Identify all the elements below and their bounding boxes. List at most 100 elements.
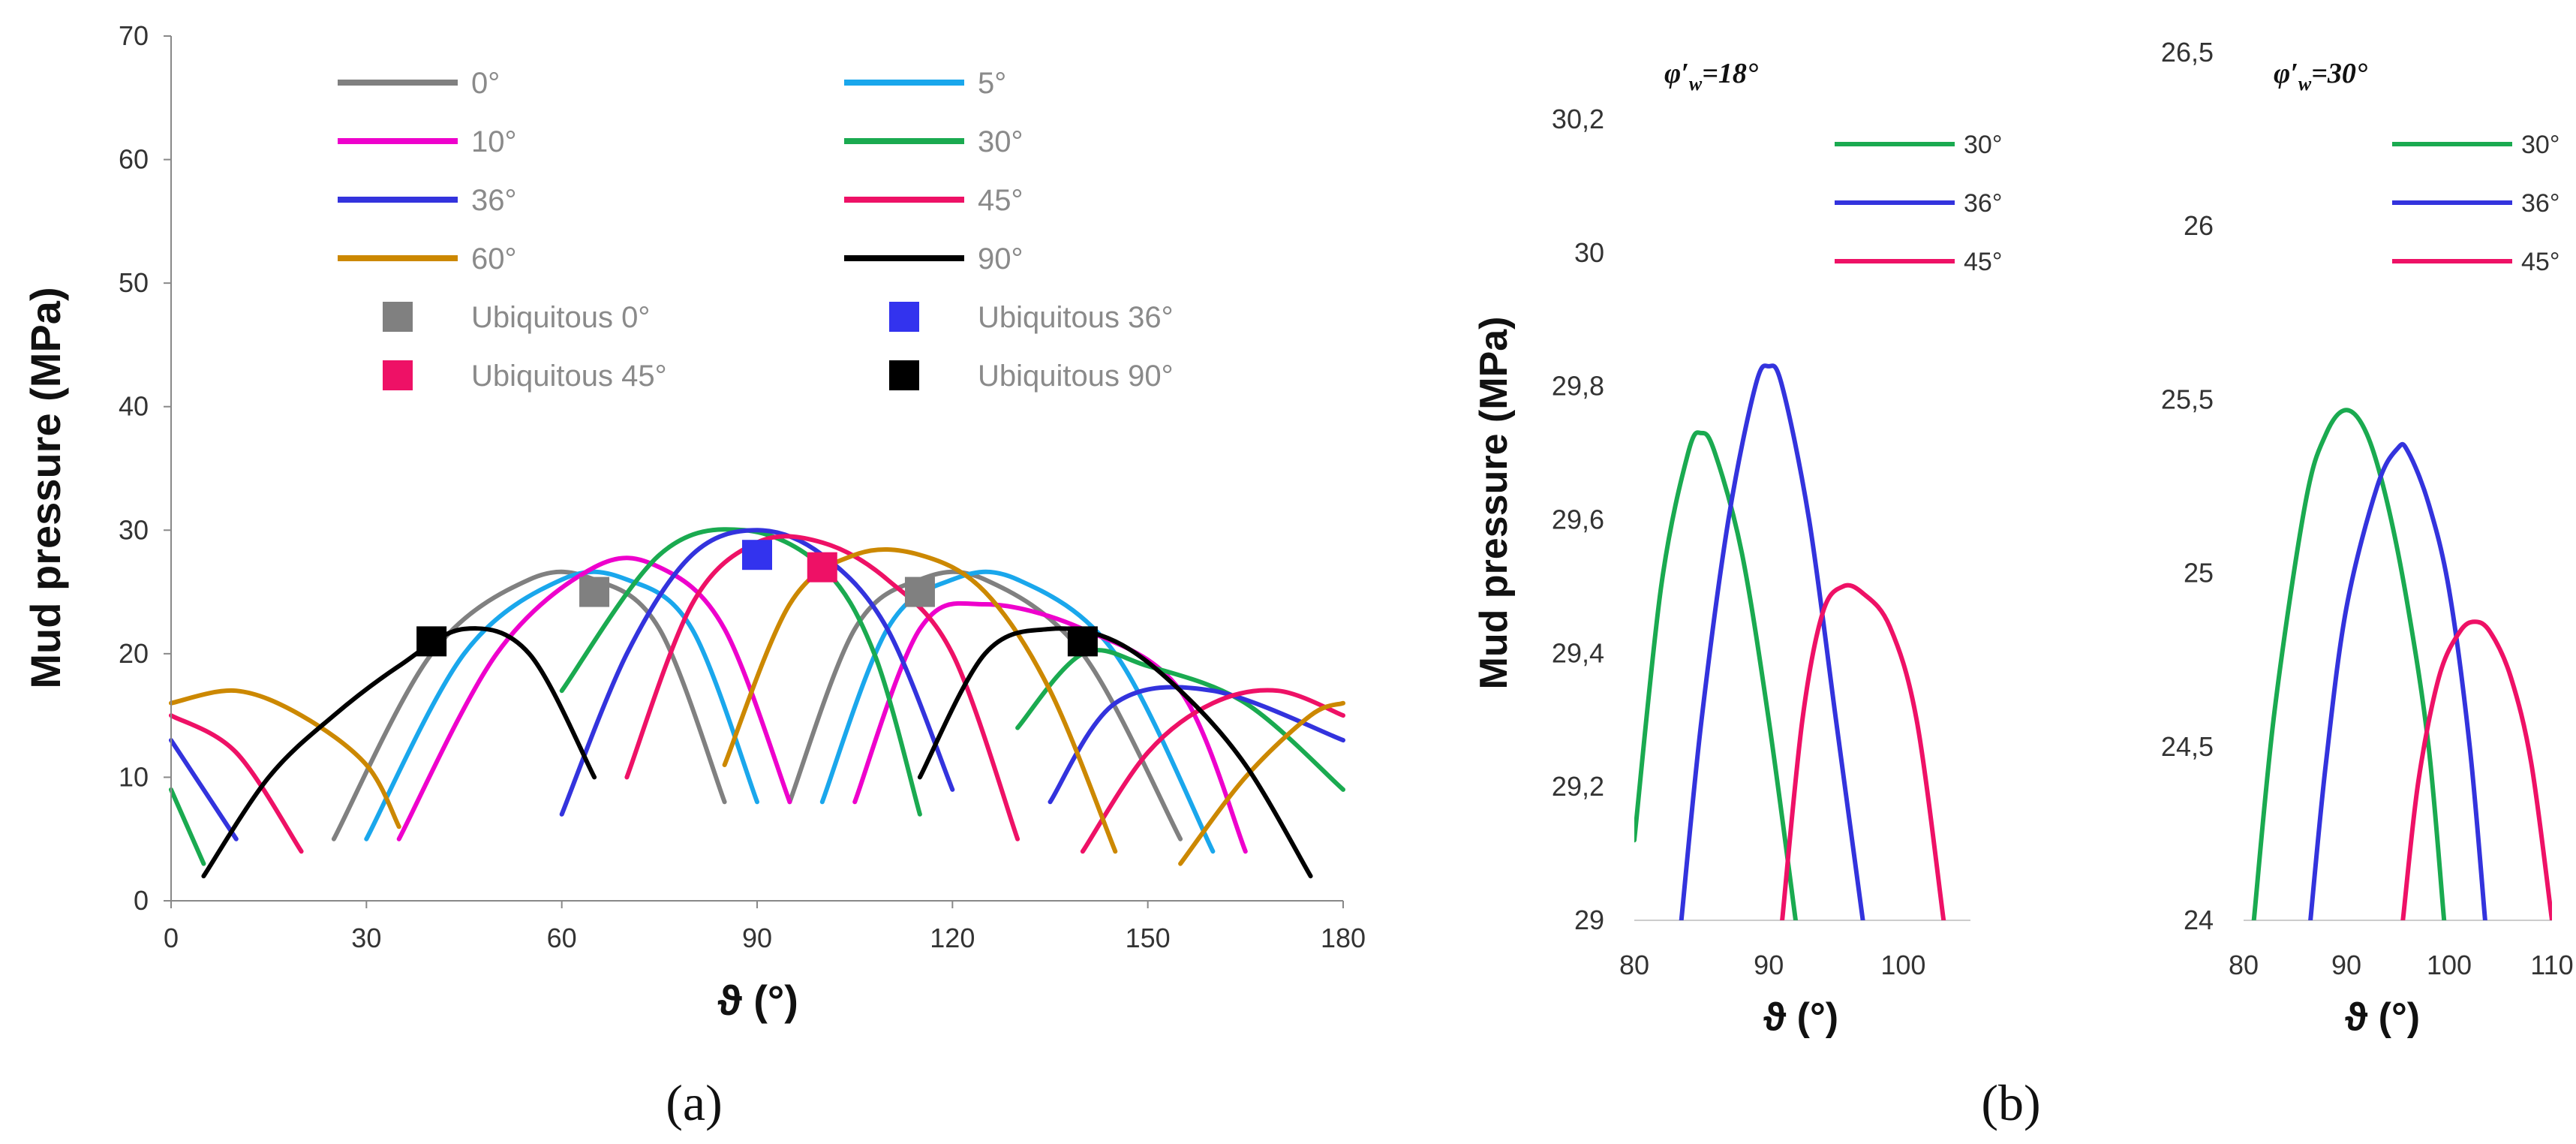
panel-a-y-tick-label: 20 xyxy=(119,638,149,669)
legend-marker-ubiquitous-45 xyxy=(383,360,413,390)
series-line-10 xyxy=(852,601,1248,854)
legend-label-ubiquitous-36: Ubiquitous 36° xyxy=(978,301,1174,334)
panel-b-y-tick-label: 29,8 xyxy=(1552,371,1604,402)
panel-b-x-axis-title: ϑ (°) xyxy=(1763,995,1838,1039)
series-line-36 xyxy=(1679,363,1865,920)
panel-a-y-tick-label: 50 xyxy=(119,267,149,298)
panel-a-y-tick-label: 10 xyxy=(119,761,149,792)
panel-b-y-tick-label: 25,5 xyxy=(2161,384,2214,414)
panel-b-subplot-phi-18: 29 29,2 29,4 29,6 29,8 30 30,2 80 90 100 φ′w=18° 30… xyxy=(1552,58,2003,1039)
legend-marker-ubiquitous-0 xyxy=(383,302,413,332)
panel-a-x-tick-label: 90 xyxy=(742,923,772,953)
marker-ubiquitous-0 xyxy=(579,577,610,607)
panel-a-y-tick-label: 30 xyxy=(119,514,149,545)
panel-b-x-tick-label: 90 xyxy=(2331,950,2361,980)
panel-b-series-group xyxy=(1634,363,1946,920)
panel-b-y-tick-label: 26 xyxy=(2184,210,2214,241)
legend-marker-ubiquitous-90 xyxy=(889,360,919,390)
series-line-30 xyxy=(1634,430,1798,920)
series-line-45 xyxy=(2400,619,2552,920)
panel-b-y-tick-label: 24 xyxy=(2184,905,2214,935)
panel-b-x-tick-label: 90 xyxy=(1754,950,1784,980)
marker-ubiquitous-90 xyxy=(416,626,447,657)
series-line-36 xyxy=(559,528,955,817)
panel-b-y-tick-label: 24,5 xyxy=(2161,731,2214,762)
legend-label-45: 45° xyxy=(978,184,1023,217)
panel-b-y-tick-label: 29 xyxy=(1574,905,1604,935)
legend-label-ubiquitous-0: Ubiquitous 0° xyxy=(471,301,650,334)
panel-b-y-tick-label: 29,4 xyxy=(1552,637,1604,668)
title-suffix: =18° xyxy=(1702,58,1758,89)
panel-a-x-tick-label: 180 xyxy=(1321,923,1366,953)
series-line-30 xyxy=(559,527,922,817)
panel-b-x-tick-label: 100 xyxy=(2427,950,2472,980)
legend-label-5: 5° xyxy=(978,67,1006,100)
series-line-0 xyxy=(331,569,727,841)
title-prefix: φ′ xyxy=(2274,58,2298,89)
panel-a-label: (a) xyxy=(666,1074,722,1131)
panel-a-y-tick-label: 40 xyxy=(119,391,149,422)
legend-label-ubiquitous-90: Ubiquitous 90° xyxy=(978,360,1174,393)
panel-b-subplot-title: φ′w=30° xyxy=(2274,58,2367,95)
panel-b-series-group xyxy=(2251,408,2552,920)
legend-label-30: 30° xyxy=(978,125,1023,158)
legend-label-36: 36° xyxy=(1964,189,2002,218)
legend-label-0: 0° xyxy=(471,67,500,100)
panel-b-y-axis-title: Mud pressure (MPa) xyxy=(1472,317,1516,690)
panel-a-x-tick-label: 120 xyxy=(930,923,975,953)
legend-label-45: 45° xyxy=(1964,248,2002,276)
series-line-45 xyxy=(1780,583,1946,920)
series-line-45 xyxy=(169,713,304,854)
series-line-45 xyxy=(1080,688,1345,854)
series-line-5 xyxy=(819,569,1216,854)
panel-b-x-tick-label: 80 xyxy=(2229,950,2259,980)
panel-b-y-tick-label: 29,6 xyxy=(1552,504,1604,534)
legend-label-90: 90° xyxy=(978,242,1023,275)
title-suffix: =30° xyxy=(2311,58,2367,89)
panel-a-x-tick-label: 30 xyxy=(351,923,381,953)
panel-b-y-tick-label: 30,2 xyxy=(1552,104,1604,134)
series-line-30 xyxy=(169,787,206,866)
marker-ubiquitous-90 xyxy=(1067,626,1098,657)
panel-b-y-tick-label: 30 xyxy=(1574,237,1604,268)
legend-label-60: 60° xyxy=(471,242,517,275)
panel-b-y-tick-label: 26,5 xyxy=(2161,37,2214,68)
panel-b-subplot-title: φ′w=18° xyxy=(1664,58,1758,95)
series-line-36 xyxy=(169,738,239,841)
legend-label-ubiquitous-45: Ubiquitous 45° xyxy=(471,360,667,393)
legend-label-36: 36° xyxy=(471,184,517,217)
marker-ubiquitous-45 xyxy=(807,552,837,583)
panel-a-y-tick-label: 60 xyxy=(119,144,149,175)
panel-a-y-tick-label: 70 xyxy=(119,20,149,51)
series-line-0 xyxy=(787,569,1183,841)
series-line-90 xyxy=(201,626,597,879)
panel-b-chart: Mud pressure (MPa) 29 29,2 29,4 29,6 29,8 30 3… xyxy=(1472,37,2574,1131)
title-subscript: w xyxy=(1689,73,1703,95)
marker-ubiquitous-0 xyxy=(904,577,935,607)
series-line-10 xyxy=(396,555,792,841)
panel-b-x-axis-title: ϑ (°) xyxy=(2345,995,2420,1039)
panel-b-y-tick-label: 29,2 xyxy=(1552,771,1604,802)
title-prefix: φ′ xyxy=(1664,58,1689,89)
panel-b-x-tick-label: 100 xyxy=(1880,950,1925,980)
marker-ubiquitous-36 xyxy=(742,540,772,570)
series-line-60 xyxy=(169,688,401,829)
panel-a-x-axis-title: ϑ (°) xyxy=(717,977,798,1024)
legend-marker-ubiquitous-36 xyxy=(889,302,919,332)
series-line-30 xyxy=(2251,408,2447,920)
panel-b-label: (b) xyxy=(1981,1074,2040,1131)
panel-a-x-tick-label: 150 xyxy=(1126,923,1171,953)
title-subscript: w xyxy=(2298,73,2312,95)
legend-label-30: 30° xyxy=(2521,131,2559,159)
legend-label-45: 45° xyxy=(2521,248,2559,276)
panel-a-x-tick-label: 60 xyxy=(547,923,577,953)
panel-a-y-axis-title: Mud pressure (MPa) xyxy=(22,287,69,688)
panel-b-y-tick-label: 25 xyxy=(2184,558,2214,589)
legend-label-30: 30° xyxy=(1964,131,2002,159)
series-line-60 xyxy=(1178,700,1345,866)
panel-a-y-tick-label: 0 xyxy=(134,885,149,916)
panel-b-subplot-phi-30: 24 24,5 25 25,5 26 26,5 80 90 100 110 φ′w=30° 30° 36… xyxy=(2161,37,2574,1039)
panel-a-x-tick-label: 0 xyxy=(164,923,179,953)
panel-b-x-tick-label: 80 xyxy=(1619,950,1649,980)
